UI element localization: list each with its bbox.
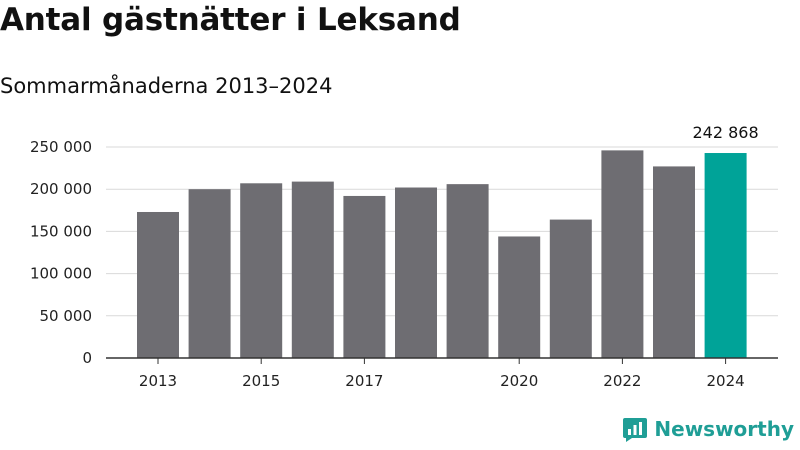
bar — [446, 184, 489, 358]
brand-name: Newsworthy — [654, 417, 794, 441]
bar — [343, 195, 386, 358]
bar — [240, 183, 283, 358]
x-tick-label: 2024 — [707, 372, 745, 390]
bar — [291, 181, 334, 358]
x-tick-label: 2013 — [139, 372, 177, 390]
bar — [653, 166, 695, 358]
chart-title: Antal gästnätter i Leksand — [0, 2, 461, 38]
chart-subtitle: Sommarmånaderna 2013–2024 — [0, 74, 333, 98]
x-tick-label: 2017 — [345, 372, 383, 390]
bar — [601, 150, 644, 358]
y-tick-label: 50 000 — [40, 307, 93, 325]
newsworthy-logo-icon — [623, 418, 648, 442]
bar — [137, 211, 179, 358]
brand-logo: Newsworthy — [622, 416, 794, 442]
y-tick-label: 250 000 — [30, 138, 92, 156]
x-tick-label: 2022 — [603, 372, 641, 390]
bar — [704, 153, 747, 358]
y-tick-label: 200 000 — [30, 180, 92, 198]
bar — [188, 189, 231, 358]
data-label: 242 868 — [693, 123, 759, 142]
y-tick-label: 0 — [82, 349, 92, 367]
bar — [395, 187, 437, 358]
bar — [498, 236, 541, 358]
y-tick-label: 100 000 — [30, 265, 92, 283]
x-tick-label: 2015 — [242, 372, 280, 390]
x-tick-label: 2020 — [500, 372, 538, 390]
bar — [549, 219, 592, 358]
y-tick-label: 150 000 — [30, 222, 92, 240]
